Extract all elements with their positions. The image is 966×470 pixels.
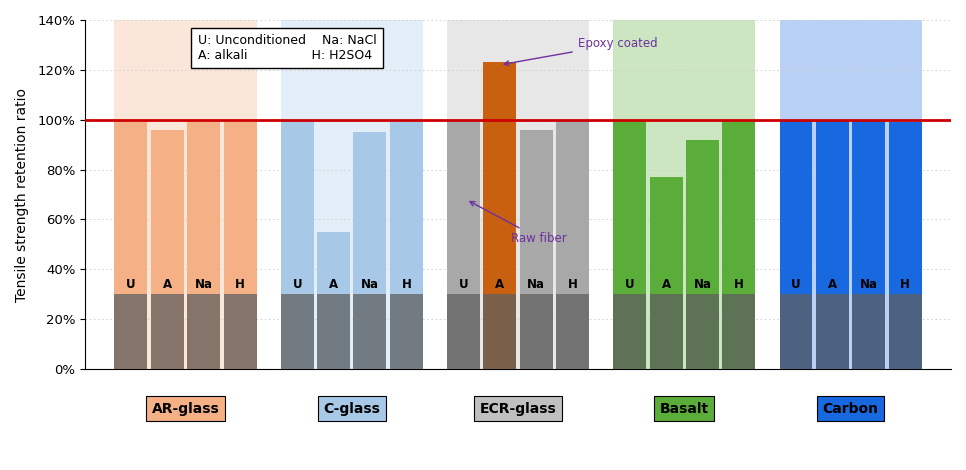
Y-axis label: Tensile strength retention ratio: Tensile strength retention ratio bbox=[15, 87, 29, 302]
Bar bbox=[447, 20, 589, 369]
Bar bbox=[686, 294, 719, 369]
Bar bbox=[223, 120, 257, 369]
Bar bbox=[520, 130, 553, 369]
Bar bbox=[889, 294, 922, 369]
Bar bbox=[187, 120, 220, 369]
Bar bbox=[723, 120, 755, 369]
Bar bbox=[780, 294, 812, 369]
Text: H: H bbox=[235, 278, 245, 291]
Text: C-glass: C-glass bbox=[324, 402, 381, 416]
Bar bbox=[115, 20, 257, 369]
Bar bbox=[650, 294, 683, 369]
Bar bbox=[613, 120, 646, 369]
Text: Epoxy coated: Epoxy coated bbox=[504, 38, 658, 66]
Text: Na: Na bbox=[694, 278, 712, 291]
Bar bbox=[816, 120, 849, 369]
Bar bbox=[650, 177, 683, 369]
Bar bbox=[613, 20, 755, 369]
Text: ECR-glass: ECR-glass bbox=[480, 402, 556, 416]
Bar bbox=[317, 294, 350, 369]
Bar bbox=[556, 120, 589, 369]
Bar bbox=[613, 294, 646, 369]
Text: A: A bbox=[329, 278, 338, 291]
Bar bbox=[390, 122, 423, 369]
Text: Basalt: Basalt bbox=[660, 402, 709, 416]
Text: H: H bbox=[402, 278, 412, 291]
Text: Na: Na bbox=[195, 278, 213, 291]
Bar bbox=[852, 120, 885, 369]
Text: U: U bbox=[127, 278, 136, 291]
Bar bbox=[151, 294, 184, 369]
Bar bbox=[354, 132, 386, 369]
Bar bbox=[115, 120, 148, 369]
Bar bbox=[780, 120, 812, 369]
Bar bbox=[187, 294, 220, 369]
Bar bbox=[483, 63, 516, 369]
Text: H: H bbox=[734, 278, 744, 291]
Bar bbox=[483, 294, 516, 369]
Text: Na: Na bbox=[361, 278, 379, 291]
Text: Carbon: Carbon bbox=[823, 402, 878, 416]
Bar bbox=[354, 294, 386, 369]
Text: U: U bbox=[625, 278, 635, 291]
Bar bbox=[281, 294, 314, 369]
Bar bbox=[151, 130, 184, 369]
Text: A: A bbox=[162, 278, 172, 291]
Bar bbox=[447, 120, 480, 369]
Text: A: A bbox=[662, 278, 670, 291]
Text: Na: Na bbox=[860, 278, 878, 291]
Text: A: A bbox=[496, 278, 504, 291]
Text: U: Unconditioned    Na: NaCl
A: alkali                H: H2SO4: U: Unconditioned Na: NaCl A: alkali H: H… bbox=[198, 34, 377, 62]
Bar bbox=[115, 294, 148, 369]
Text: U: U bbox=[791, 278, 801, 291]
Bar bbox=[390, 294, 423, 369]
Bar bbox=[281, 120, 314, 369]
Bar bbox=[223, 294, 257, 369]
Text: Na: Na bbox=[527, 278, 545, 291]
Bar bbox=[556, 294, 589, 369]
Text: Raw fiber: Raw fiber bbox=[469, 202, 567, 245]
Bar bbox=[317, 232, 350, 369]
Bar bbox=[816, 294, 849, 369]
Text: H: H bbox=[900, 278, 910, 291]
Bar bbox=[520, 294, 553, 369]
Text: U: U bbox=[293, 278, 302, 291]
Bar bbox=[447, 294, 480, 369]
Bar bbox=[780, 20, 922, 369]
Text: H: H bbox=[568, 278, 578, 291]
Bar bbox=[686, 140, 719, 369]
Text: U: U bbox=[459, 278, 469, 291]
Bar bbox=[281, 20, 423, 369]
Text: AR-glass: AR-glass bbox=[152, 402, 219, 416]
Text: A: A bbox=[828, 278, 837, 291]
Bar bbox=[852, 294, 885, 369]
Bar bbox=[723, 294, 755, 369]
Bar bbox=[889, 122, 922, 369]
